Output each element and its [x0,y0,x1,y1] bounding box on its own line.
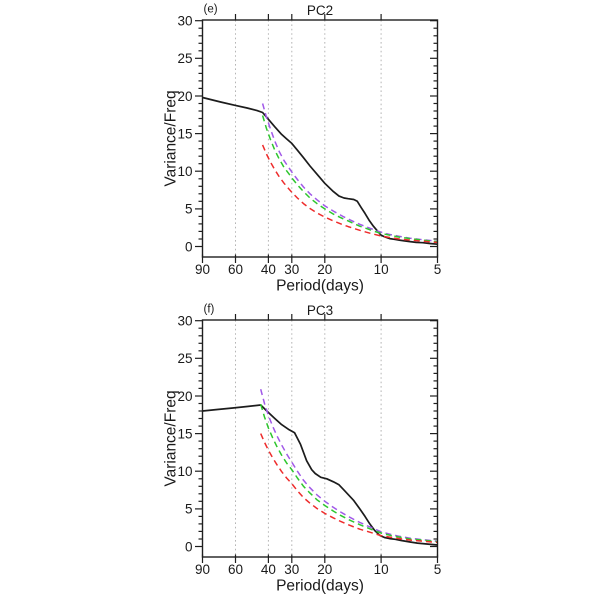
y-tick-label: 0 [185,239,193,254]
series-green-dashed [259,403,438,543]
y-tick-label: 10 [177,164,192,179]
y-tick-label: 25 [177,51,192,66]
series-red-dashed [261,144,438,244]
axis-ticks [195,14,439,263]
y-tick-label: 30 [177,314,192,329]
x-tick-label: 60 [228,262,243,277]
chart-title: PC3 [307,303,333,318]
x-tick-label: 40 [261,562,276,577]
y-axis-title: Variance/Freq [163,90,180,186]
x-tick-label: 5 [434,562,442,577]
panel-label: (e) [204,4,218,16]
x-axis-title: Period(days) [276,278,364,295]
y-tick-label: 30 [177,14,192,29]
y-tick-label: 20 [177,89,192,104]
tick-labels: 0 5 10 15 20 25 30 90 60 40 30 20 10 5 [177,314,441,578]
x-tick-label: 40 [261,262,276,277]
y-tick-label: 25 [177,351,192,366]
series-purple-dashed [261,103,438,242]
pc3-spectrum-chart: 0 5 10 15 20 25 30 90 60 40 30 20 10 5 PC3 (f) Variance/… [163,303,442,595]
chart-panel-pc3: 0 5 10 15 20 25 30 90 60 40 30 20 10 5 PC3 (f) Variance/… [0,300,600,600]
y-tick-label: 20 [177,389,192,404]
x-tick-label: 20 [317,562,332,577]
y-tick-label: 15 [177,426,192,441]
y-tick-label: 10 [177,464,192,479]
series-black-solid [202,404,438,546]
tick-labels: 0 5 10 15 20 25 30 90 60 40 30 20 10 5 [177,14,441,278]
x-tick-label: 20 [317,262,332,277]
x-tick-label: 60 [228,562,243,577]
x-tick-label: 30 [284,562,299,577]
chart-title: PC2 [307,3,333,18]
x-tick-label: 90 [195,562,210,577]
pc2-spectrum-chart: 0 5 10 15 20 25 30 90 60 40 30 20 10 5 PC2 (e) Variance/… [163,3,442,295]
x-axis-title: Period(days) [276,578,364,595]
x-tick-label: 10 [374,562,389,577]
x-tick-label: 30 [284,262,299,277]
series-black-solid [202,96,438,246]
x-tick-label: 5 [434,262,442,277]
x-tick-label: 10 [374,262,389,277]
gridlines [235,20,382,257]
axis-ticks [195,314,439,563]
series-purple-dashed [259,389,438,542]
y-tick-label: 15 [177,126,192,141]
plot-frame [201,319,439,558]
series-green-dashed [261,115,438,243]
series-red-dashed [260,433,438,544]
panel-label: (f) [204,304,215,316]
series-group [202,96,438,246]
plot-frame [201,19,439,258]
chart-panel-pc2: 0 5 10 15 20 25 30 90 60 40 30 20 10 5 PC2 (e) Variance/… [0,0,600,300]
series-group [202,389,438,546]
y-tick-label: 5 [185,202,193,217]
y-axis-title: Variance/Freq [163,390,180,486]
y-tick-label: 5 [185,502,193,517]
y-tick-label: 0 [185,539,193,554]
x-tick-label: 90 [195,262,210,277]
